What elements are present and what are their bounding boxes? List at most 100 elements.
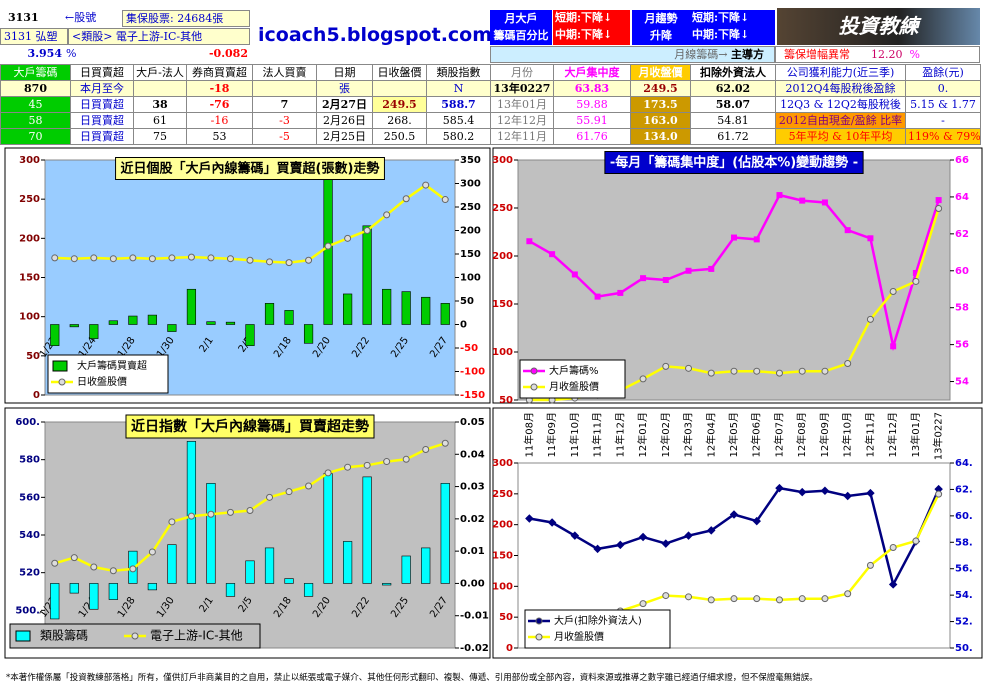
table-cell: 2月26日 [316,112,373,129]
y-tick-label: 100 [492,581,513,592]
table-cell: 大戶集中度 [553,64,631,81]
chart-title: 近日個股「大戶內線籌碼」買賣超(張數)走勢 [121,161,380,177]
table-cell: 日買賣超 [70,128,134,145]
bar [225,583,236,597]
y-tick-label: 250 [460,202,481,213]
bar [245,560,255,584]
bar [225,321,236,325]
table-cell: 2012自由現金/盈餘 比率 [775,112,906,129]
legend-label: 大戶籌碼% [549,364,599,377]
marker [616,540,625,550]
bar [128,315,138,325]
table-cell: 45 [0,96,71,113]
bar [147,583,157,591]
table-cell: -16 [186,112,253,129]
table-cell [252,80,317,97]
y-tick-label: 64 [955,192,969,203]
table-cell: 月份 [490,64,554,81]
y-tick-label: 0.05 [460,417,485,428]
bar [186,288,197,325]
y-tick-label: 500. [15,605,40,616]
label: 籌保增幅異常 [784,48,850,61]
x-tick-label: 12年09月 [818,412,831,457]
table-cell [372,80,427,97]
y-tick-label: 50 [26,351,40,362]
x-tick-label: 13年01月 [909,412,922,457]
marker [90,254,98,262]
marker [662,362,670,370]
table-cell: 870 [0,80,71,97]
table-cell: 13年01月 [490,96,554,113]
big-short: 短期:下降↓ [553,10,630,27]
table-row: 70 日買賣超 75 53 -5 2月25日 250.5 580.2 12年11月 61.76 13… [0,128,981,145]
table-cell: -3 [252,112,317,129]
marker [593,544,602,554]
bar [343,293,353,325]
table-cell: 本月至今 [70,80,134,97]
bar [382,288,392,325]
marker [305,256,313,264]
legend-swatch [52,360,68,372]
bar [108,320,118,325]
table-cell: 134.0 [630,128,691,145]
x-tick-label: 12年06月 [750,412,763,457]
x-tick-label: 12年05月 [727,412,740,457]
table-row: 870 本月至今 -18 張 N 13年0227 63.83 249.5 62.02 2012Q4… [0,80,981,97]
marker [324,242,332,250]
marker [661,539,671,548]
x-tick-label: 11年10月 [568,412,581,457]
bar [303,324,314,344]
y-tick-label: 64. [955,458,973,469]
table-cell: 日期 [316,64,373,81]
bar [50,583,60,620]
table-cell: N [426,80,491,97]
y-tick-label: 0.01 [460,546,485,557]
table-cell: 12Q3 & 12Q2每股稅後 [775,96,906,113]
legend-swatch [58,378,66,386]
label: 月線籌碼→ [674,48,728,61]
table-cell: 58.07 [690,96,776,113]
y-tick-label: 150 [492,299,513,310]
x-tick-label: 12年04月 [704,412,717,457]
label: 月趨勢 [644,12,678,25]
y-tick-label: 50 [460,296,474,307]
pct-unit: % [66,47,77,60]
table-cell: 日買賣超 [70,112,134,129]
bar [284,310,294,325]
table-cell: 法人買賣 [252,64,317,81]
y-tick-label: 200 [492,520,513,531]
bar [264,303,275,325]
y-tick-label: 0 [460,320,467,331]
y-tick-label: 56 [955,340,969,351]
y-tick-label: 300 [19,155,40,166]
title-box [125,414,375,439]
marker [685,267,692,274]
y-tick-label: 100 [492,347,513,358]
pct: 3.954 [27,47,62,60]
y-tick-label: -150 [460,390,485,401]
table-cell: 大戶-法人 [133,64,187,81]
marker [285,259,293,267]
chart-title: 近日指數「大戶內線籌碼」買賣超走勢 [131,418,369,435]
bar [440,483,450,584]
y-tick-label: 560 [19,492,40,503]
trend-mid: 中期:下降↓ [690,27,775,45]
legend-swatch [15,630,31,642]
marker [866,561,874,569]
table-cell [133,80,187,97]
trend-short: 短期:下降↓ [690,10,775,27]
marker [129,565,137,573]
legend [524,609,671,649]
table-cell: 38 [133,96,187,113]
label: 籌碼百分比 [493,29,549,42]
value: 主導方 [731,48,764,61]
table-cell: 2012Q4每股稅後盈餘 [775,80,906,97]
bar [264,547,275,584]
marker [707,369,715,377]
table-cell: - [905,112,981,129]
legend-label: 月收盤股價 [549,380,599,393]
y-tick-label: 54. [955,590,973,601]
x-tick-label: 12年12月 [886,412,899,457]
